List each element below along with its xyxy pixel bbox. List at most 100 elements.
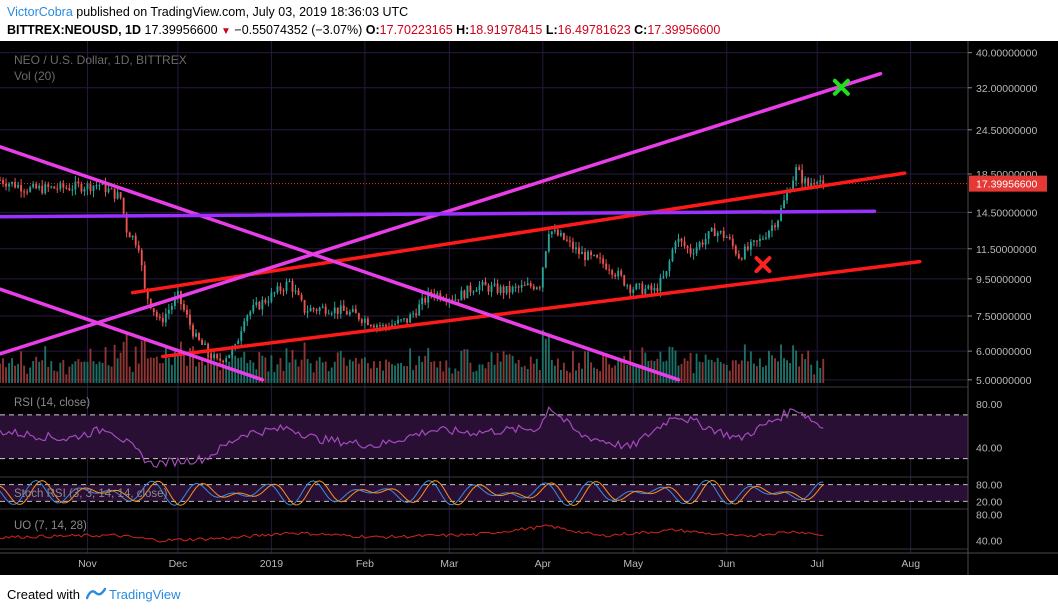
volume-bar [445, 360, 448, 383]
uo-tick-label: 40.00 [976, 535, 1002, 547]
price-chart[interactable]: 40.0000000032.0000000024.5000000018.5000… [0, 41, 1058, 575]
candle-body [354, 309, 357, 314]
candle-body [243, 321, 246, 332]
candle-body [816, 181, 819, 184]
volume-bar [0, 363, 1, 383]
candle-body [86, 183, 89, 190]
candle-body [819, 180, 822, 182]
volume-bar [44, 346, 47, 383]
candle-body [677, 238, 680, 243]
volume-bar [713, 361, 716, 383]
volume-bar [508, 354, 511, 383]
volume-bar [478, 364, 481, 383]
candle-body [430, 291, 433, 294]
volume-bar [282, 370, 285, 383]
volume-bar [264, 357, 267, 383]
volume-bar [632, 362, 635, 383]
candle-body [255, 302, 258, 305]
price-tick-label: 32.00000000 [976, 83, 1037, 95]
volume-bar [345, 365, 348, 383]
candle-body [795, 167, 798, 181]
candle-body [77, 181, 80, 184]
trendlines[interactable] [0, 71, 922, 382]
candle-body [291, 280, 294, 292]
candle-body [134, 235, 137, 246]
candle-body [578, 247, 580, 255]
volume-bar [629, 349, 632, 383]
candle-body [608, 269, 611, 271]
candle-body [526, 283, 529, 286]
candle-body [415, 313, 418, 316]
stoch-rsi-label: Stoch RSI (3, 3, 14, 14, close) [14, 488, 168, 500]
volume-bar [65, 374, 68, 383]
volume-bar [704, 354, 707, 383]
volume-bar [734, 360, 737, 383]
volume-bar [98, 361, 101, 383]
candle-body [547, 234, 550, 252]
close-label: C: [634, 23, 648, 37]
volume-bar [789, 363, 792, 383]
volume-bar [822, 358, 825, 383]
volume-bar [424, 355, 427, 383]
author-link[interactable]: VictorCobra [7, 5, 73, 19]
publish-info: published on TradingView.com, July 03, 2… [76, 5, 409, 19]
volume-bar [339, 350, 342, 383]
volume-bar [56, 371, 59, 383]
candle-body [321, 306, 324, 308]
chart-header: VictorCobra published on TradingView.com… [0, 0, 1058, 40]
last-price-label: 17.39956600 [976, 179, 1037, 191]
candle-body [270, 292, 273, 302]
candle-body [626, 285, 629, 287]
volume-bar [134, 346, 137, 383]
candle-body [192, 325, 194, 337]
candle-body [279, 286, 282, 291]
candle-body [312, 308, 315, 310]
volume-bar [95, 364, 98, 383]
tradingview-brand[interactable]: TradingView [109, 587, 181, 602]
volume-bar [448, 367, 451, 383]
candle-body [569, 240, 571, 242]
candle-body [186, 309, 188, 315]
volume-bar [261, 355, 264, 383]
candle-body [198, 333, 200, 340]
rsi-tick-label: 80.00 [976, 399, 1002, 411]
candle-body [309, 308, 312, 312]
candle-body [83, 189, 86, 192]
candle-body [231, 348, 234, 355]
time-tick-label: 2019 [260, 558, 284, 570]
volume-bar [303, 342, 306, 383]
candle-body [342, 305, 345, 311]
volume-bar [798, 366, 801, 383]
volume-bar [8, 363, 10, 383]
volume-bar [662, 361, 665, 383]
volume-bar [740, 360, 743, 383]
candle-body [641, 283, 644, 294]
volume-bar [602, 355, 605, 383]
candle-body [330, 313, 333, 315]
volume-bar [819, 367, 822, 383]
candle-body [671, 249, 674, 262]
volume-bar [5, 367, 7, 383]
volume-bar [29, 367, 32, 383]
candle-body [318, 307, 321, 311]
volume-bar [59, 362, 62, 383]
candle-body [261, 299, 264, 310]
volume-bar [35, 356, 38, 383]
volume-bar [680, 363, 683, 383]
candle-body [614, 274, 617, 277]
price-tick-label: 9.50000000 [976, 274, 1032, 286]
volume-bar [77, 359, 80, 383]
candle-body [424, 297, 427, 303]
volume-bar [186, 365, 188, 383]
volume-bar [514, 363, 517, 383]
candle-body [5, 183, 7, 187]
candle-body [807, 178, 810, 186]
footer: Created with TradingView [0, 575, 1058, 612]
volume-bar [101, 362, 104, 383]
publish-line: VictorCobra published on TradingView.com… [7, 5, 408, 19]
volume-bar [330, 367, 333, 383]
pane-labels: NEO / U.S. Dollar, 1D, BITTREX Vol (20) … [14, 53, 187, 532]
ohlc-line: BITTREX:NEOUSD, 1D 17.39956600 ▼ −0.5507… [7, 23, 720, 37]
candle-body [303, 300, 306, 313]
candle-body [173, 297, 176, 306]
